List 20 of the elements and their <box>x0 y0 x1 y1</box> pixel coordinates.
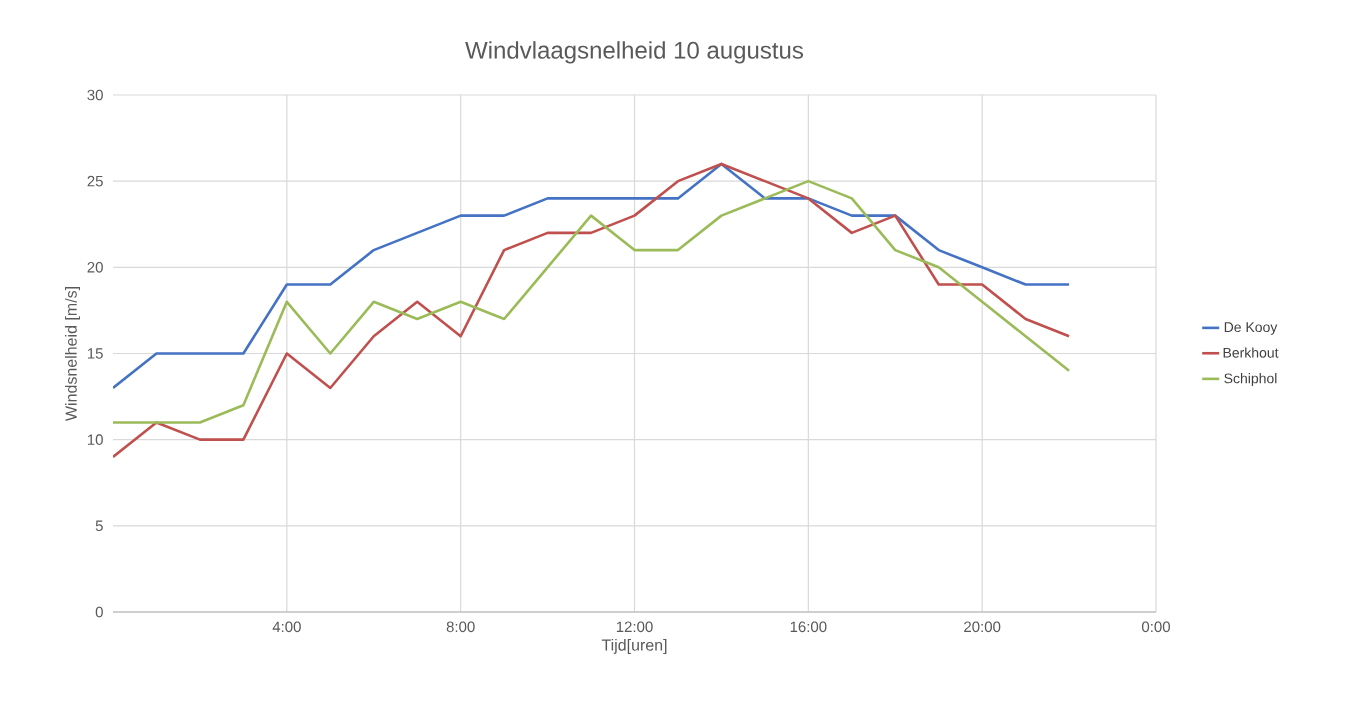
legend-label: Berkhout <box>1223 347 1279 358</box>
x-axis-title: Tijd[uren] <box>601 638 667 654</box>
y-tick-label: 5 <box>95 520 103 532</box>
y-tick-label: 25 <box>87 175 103 187</box>
x-tick-label: 12:00 <box>616 621 653 633</box>
x-tick-label: 0:00 <box>1141 621 1170 633</box>
y-tick-label: 30 <box>87 89 103 101</box>
x-tick-label: 16:00 <box>790 621 827 633</box>
legend-label: Schiphol <box>1224 373 1277 387</box>
x-tick-label: 20:00 <box>964 621 1001 633</box>
y-axis-title: Windsnelheid [m/s] <box>65 287 80 421</box>
x-tick-label: 8:00 <box>446 621 475 633</box>
y-tick-label: 20 <box>87 262 103 273</box>
y-tick-label: 15 <box>87 348 103 359</box>
y-tick-label: 10 <box>87 434 103 445</box>
x-tick-label: 4:00 <box>272 621 301 633</box>
legend-label: De Kooy <box>1224 322 1278 335</box>
chart-title: Windvlaagsnelheid 10 augustus <box>465 41 803 64</box>
y-tick-label: 0 <box>95 606 103 618</box>
line-series <box>113 162 1071 459</box>
